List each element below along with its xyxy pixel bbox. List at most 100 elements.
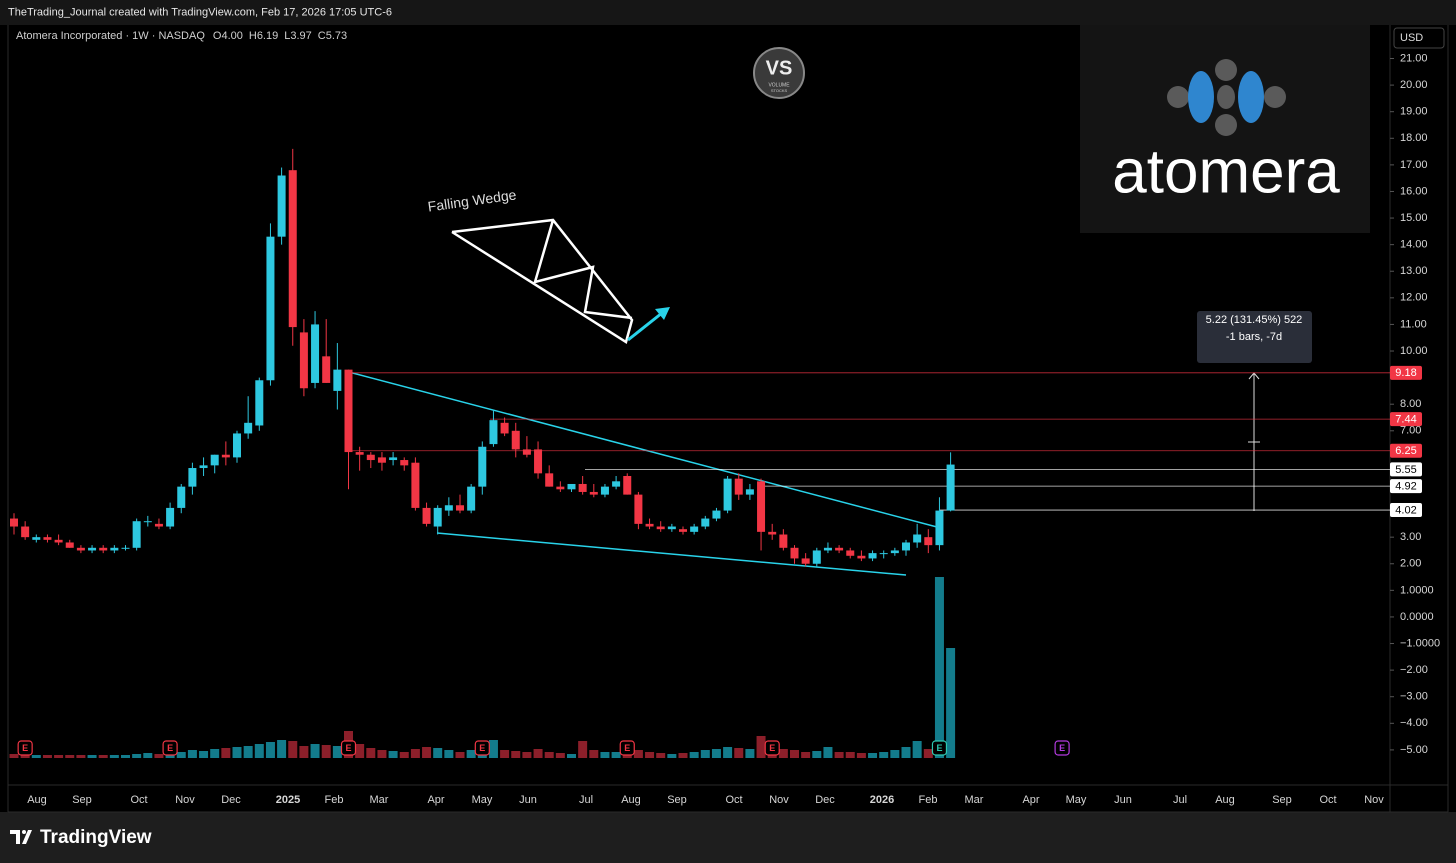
candle-body [924,537,933,546]
y-tick-label: 17.00 [1400,159,1428,171]
volume-bar [143,753,153,758]
volume-bar [934,577,944,758]
volume-bar [756,736,766,758]
candle-body [712,510,721,519]
earnings-marker [340,740,357,756]
wedge-arrow [627,311,663,342]
earnings-marker [17,740,33,756]
y-tick-label: 18.00 [1400,132,1428,144]
x-tick-label: Apr [1022,794,1039,806]
x-tick-label: Mar [965,794,984,806]
candle-body [745,489,754,495]
volume-bar [823,747,833,758]
candle-body [623,476,632,495]
volume-bar [265,742,275,758]
y-tick-label: 21.00 [1400,52,1428,64]
candle-body [355,452,364,455]
volume-bar [488,740,498,758]
candle-body [690,526,699,532]
candle-body [121,547,130,549]
candle-body [333,369,342,391]
x-tick-label: Nov [769,794,789,806]
earnings-label: E [1059,743,1065,753]
candle-body [790,547,799,559]
candle-body [233,433,241,458]
volume-bar [901,747,911,758]
candle-body [433,507,442,527]
volume-bar [656,753,666,758]
y-tick-label: 19.00 [1400,106,1428,118]
y-tick-label: 11.00 [1400,318,1427,330]
candle-body [311,324,320,383]
candle-body [389,457,398,461]
legend-title: Atomera Incorporated · 1W · NASDAQ [16,30,205,42]
earnings-marker [764,740,780,756]
x-tick-label: Oct [1319,794,1336,806]
volume-bar [176,752,186,758]
candle-body [500,422,509,434]
candle-body [266,236,275,381]
logo-dot [1188,71,1214,123]
x-tick-label: Jun [1114,794,1132,806]
candle-body [143,521,152,523]
x-tick-label: Jul [579,794,593,806]
volume-bar [868,753,878,758]
measure-text: -1 bars, -7d [1226,331,1282,343]
earnings-marker [931,740,948,756]
wedge-zigzag [533,219,633,320]
volume-bar [500,750,510,758]
footer-band [0,812,1456,863]
candle-body [545,473,554,487]
candle-body [132,521,141,548]
volume-bar [277,740,287,758]
candle-body [177,486,186,508]
y-tick-label: 3.00 [1400,531,1421,543]
y-tick-label: −4.00 [1400,717,1428,729]
volume-bar [912,741,922,758]
candle-body [645,523,654,527]
candle-body [21,526,30,538]
x-tick-label: Nov [1364,794,1384,806]
logo-text: atomera [1112,137,1340,206]
x-tick-label: Oct [130,794,147,806]
trendline [344,370,938,528]
volume-bar [366,748,376,758]
volume-bar [890,750,900,758]
y-tick-label: 16.00 [1400,185,1428,197]
volume-bar [589,750,599,758]
volume-bar [310,744,320,758]
candle-body [210,454,219,466]
candle-body [32,537,41,540]
y-tick-label: 2.00 [1400,558,1421,570]
logo-dot [1215,114,1237,136]
volume-bar [121,755,130,758]
x-tick-label: 2026 [870,794,894,806]
y-tick-label: 20.00 [1400,79,1428,91]
volume-bar [522,752,532,758]
candle-body [489,420,498,445]
y-tick-label: 10.00 [1400,345,1428,357]
volume-bar [444,750,454,758]
tv-dot [22,830,26,834]
chart-legend: Atomera Incorporated · 1W · NASDAQ O4.00… [16,30,347,42]
y-tick-label: 15.00 [1400,212,1428,224]
candle-body [578,483,587,492]
wedge-arrow-head [655,307,670,320]
earnings-label: E [22,743,28,753]
x-tick-label: Feb [919,794,938,806]
volume-bar [65,755,75,758]
currency: USD [1400,32,1423,44]
currency-box[interactable] [1393,27,1445,49]
volume-bar [801,752,811,758]
candle-body [188,468,197,487]
volume-bar [76,755,86,758]
y-tick-label: 14.00 [1400,239,1428,251]
volume-bar [555,753,565,758]
volume-bar [790,750,799,758]
earnings-marker [619,740,635,756]
x-tick-label: Dec [815,794,835,806]
volume-bar [879,752,889,758]
x-tick-label: Sep [1272,794,1292,806]
volume-bar [455,752,465,758]
volume-bar [723,747,733,758]
